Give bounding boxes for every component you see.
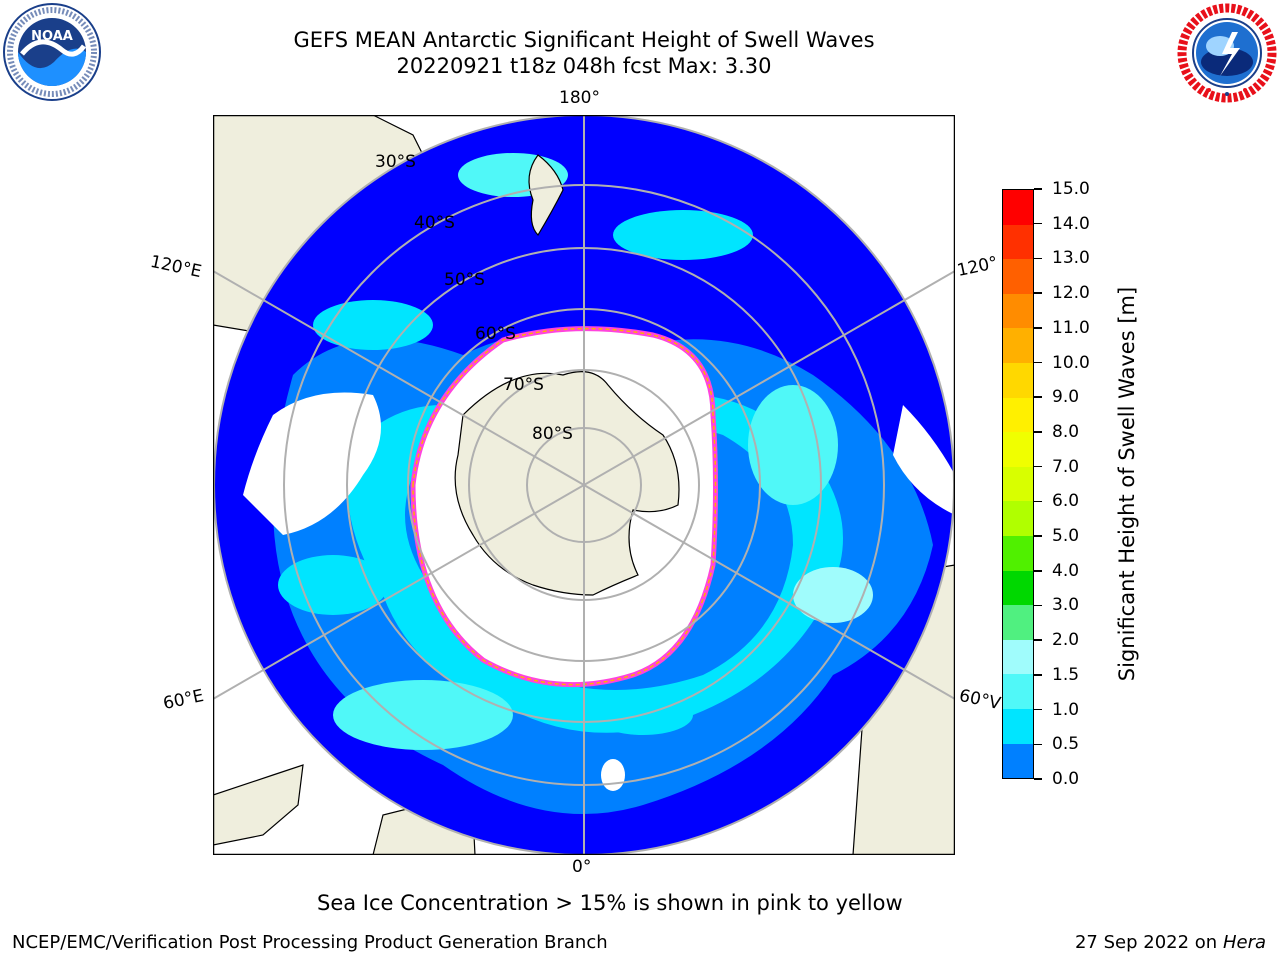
colorbar-tick-mark	[1034, 639, 1042, 641]
lat-label-50s: 50°S	[444, 270, 485, 290]
lon-label-120w: 120°	[955, 252, 1000, 282]
colorbar-tick-label: 4.0	[1052, 560, 1080, 581]
colorbar-tick-mark	[1034, 708, 1042, 711]
colorbar-tick-mark	[1034, 570, 1042, 572]
colorbar-tick-label: 12.0	[1052, 283, 1090, 304]
colorbar-segment	[1003, 674, 1033, 709]
colorbar-tick-label: 0.0	[1052, 769, 1080, 789]
lat-label-70s: 70°S	[503, 375, 544, 395]
colorbar-segment	[1003, 466, 1033, 502]
colorbar-tick-mark	[1034, 327, 1042, 329]
colorbar-segment	[1003, 432, 1033, 467]
colorbar-tick-mark	[1034, 396, 1042, 398]
colorbar-segment	[1003, 605, 1033, 640]
lon-label-180: 180°	[559, 88, 600, 108]
colorbar-segment	[1003, 259, 1033, 294]
colorbar-tick-mark	[1034, 778, 1042, 780]
colorbar-tick-label: 13.0	[1052, 248, 1090, 269]
polar-map	[213, 115, 955, 855]
lon-label-60w: 60°V	[957, 685, 1003, 715]
map-title: GEFS MEAN Antarctic Significant Height o…	[293, 28, 875, 52]
colorbar-tick-label: 15.0	[1052, 179, 1090, 199]
colorbar-tick-label: 14.0	[1052, 213, 1090, 234]
lat-label-30s: 30°S	[375, 152, 416, 172]
colorbar-label: Significant Height of Swell Waves [m]	[1115, 286, 1139, 682]
noaa-logo: NOAA	[3, 3, 101, 101]
colorbar-segment	[1003, 639, 1033, 675]
footer-date: 27 Sep 2022 on Hera	[1075, 932, 1266, 953]
nws-logo	[1177, 3, 1277, 103]
colorbar-tick-label: 1.0	[1052, 699, 1080, 720]
colorbar-tick-label: 8.0	[1052, 421, 1080, 442]
colorbar-tick-mark	[1034, 743, 1042, 746]
colorbar-segment	[1003, 362, 1033, 398]
colorbar-tick-mark	[1034, 465, 1042, 468]
colorbar	[1002, 189, 1034, 779]
lon-label-60e: 60°E	[161, 685, 206, 715]
colorbar-segment	[1003, 190, 1033, 225]
colorbar-tick-label: 2.0	[1052, 630, 1080, 651]
footer-credit: NCEP/EMC/Verification Post Processing Pr…	[12, 932, 608, 953]
colorbar-tick-mark	[1034, 257, 1042, 260]
colorbar-segment	[1003, 328, 1033, 363]
lat-label-80s: 80°S	[532, 424, 573, 444]
colorbar-tick-label: 10.0	[1052, 352, 1090, 373]
colorbar-segment	[1003, 535, 1033, 571]
footer-date-text: 27 Sep 2022 on	[1074, 932, 1218, 953]
colorbar-tick-label: 5.0	[1052, 526, 1080, 547]
colorbar-segment	[1003, 708, 1033, 744]
colorbar-tick-mark	[1034, 535, 1042, 537]
colorbar-tick-label: 6.0	[1052, 491, 1080, 512]
lat-label-40s: 40°S	[414, 213, 455, 233]
lat-label-60s: 60°S	[475, 324, 516, 344]
colorbar-segment	[1003, 501, 1033, 536]
colorbar-segment	[1003, 293, 1033, 329]
colorbar-tick-mark	[1034, 431, 1042, 433]
colorbar-tick-mark	[1034, 292, 1042, 294]
colorbar-tick-label: 7.0	[1052, 456, 1080, 477]
colorbar-segment	[1003, 224, 1033, 260]
colorbar-tick-mark	[1034, 674, 1042, 676]
colorbar-tick-mark	[1034, 222, 1042, 225]
colorbar-tick-mark	[1034, 361, 1042, 364]
forecast-subtitle: 20220921 t18z 048h fcst Max: 3.30	[396, 54, 772, 78]
noaa-logo-text: NOAA	[31, 29, 73, 44]
colorbar-tick-mark	[1034, 188, 1042, 190]
sea-ice-note: Sea Ice Concentration > 15% is shown in …	[317, 891, 903, 915]
colorbar-tick-mark	[1034, 500, 1042, 503]
colorbar-segment	[1003, 570, 1033, 606]
footer-machine: Hera	[1222, 932, 1266, 953]
colorbar-tick-label: 1.5	[1052, 664, 1080, 685]
colorbar-tick-label: 9.0	[1052, 387, 1080, 408]
colorbar-tick-label: 3.0	[1052, 595, 1080, 616]
colorbar-segment	[1003, 743, 1033, 779]
colorbar-segment	[1003, 397, 1033, 433]
colorbar-tick-mark	[1034, 604, 1042, 607]
lon-label-0: 0°	[572, 857, 592, 877]
colorbar-tick-label: 11.0	[1052, 317, 1090, 338]
colorbar-tick-label: 0.5	[1052, 734, 1080, 755]
lon-label-120e: 120°E	[148, 251, 204, 283]
